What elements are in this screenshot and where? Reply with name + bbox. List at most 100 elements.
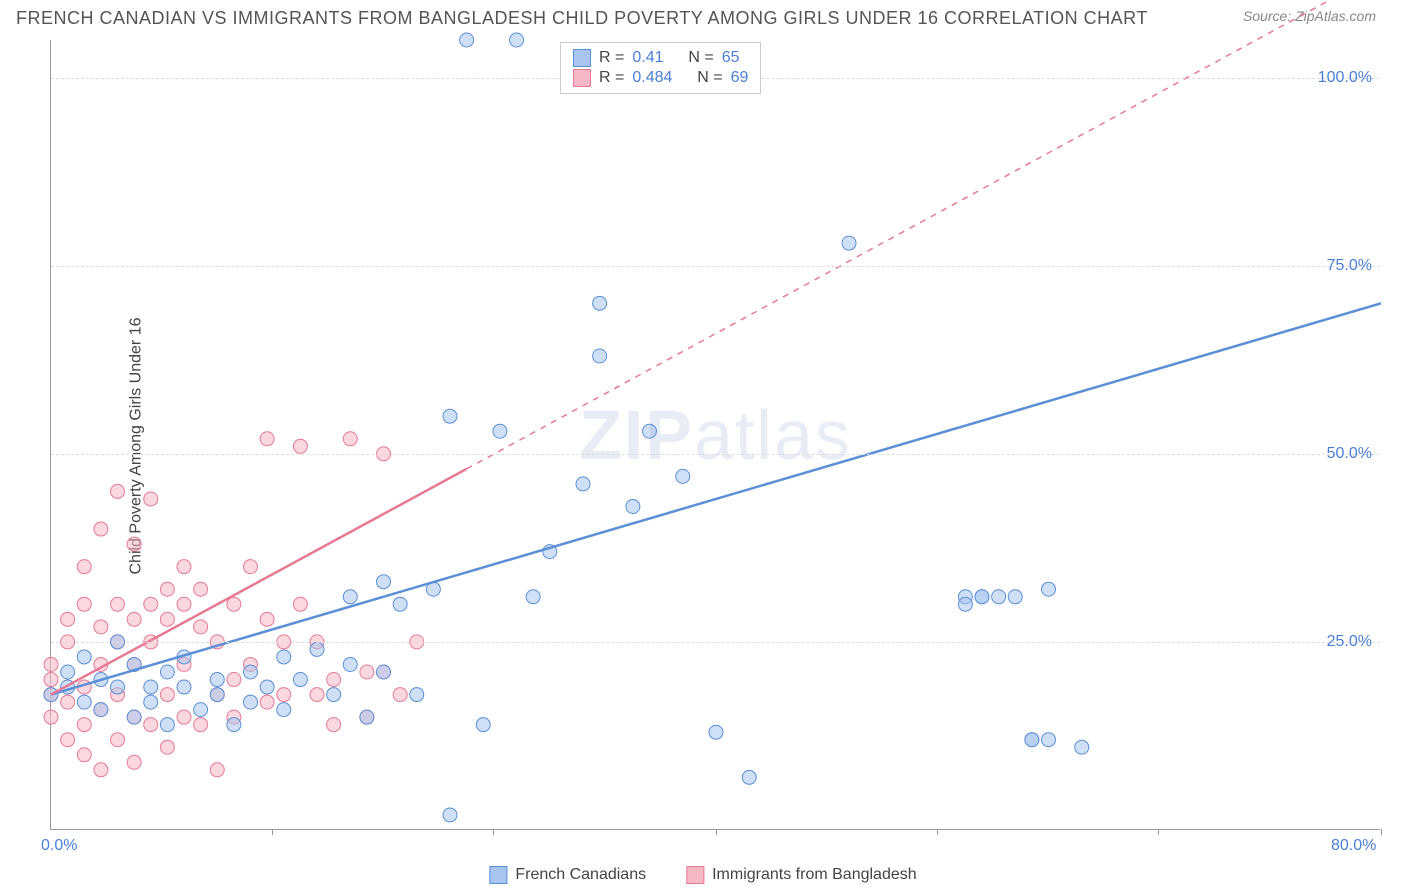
- legend-label-french: French Canadians: [515, 866, 646, 884]
- scatter-point-bangladesh: [94, 763, 108, 777]
- xtick-label: 0.0%: [41, 837, 77, 855]
- xtick: [1381, 829, 1382, 835]
- scatter-point-french: [360, 710, 374, 724]
- scatter-point-french: [227, 718, 241, 732]
- chart-title: FRENCH CANADIAN VS IMMIGRANTS FROM BANGL…: [16, 8, 1148, 29]
- scatter-point-bangladesh: [343, 432, 357, 446]
- scatter-point-french: [144, 695, 158, 709]
- scatter-point-french: [61, 665, 75, 679]
- scatter-point-french: [160, 665, 174, 679]
- swatch-french: [573, 49, 591, 67]
- scatter-point-bangladesh: [61, 733, 75, 747]
- scatter-point-french: [377, 665, 391, 679]
- scatter-point-bangladesh: [177, 560, 191, 574]
- scatter-point-french: [210, 673, 224, 687]
- scatter-point-french: [194, 703, 208, 717]
- scatter-svg: [51, 40, 1381, 830]
- n-value-french: 65: [722, 49, 740, 67]
- scatter-point-french: [260, 680, 274, 694]
- scatter-point-french: [992, 590, 1006, 604]
- scatter-point-french: [443, 409, 457, 423]
- scatter-point-bangladesh: [360, 665, 374, 679]
- scatter-point-french: [476, 718, 490, 732]
- scatter-point-bangladesh: [44, 710, 58, 724]
- scatter-point-french: [626, 499, 640, 513]
- scatter-point-bangladesh: [210, 763, 224, 777]
- scatter-point-french: [1042, 582, 1056, 596]
- scatter-point-french: [210, 688, 224, 702]
- scatter-point-bangladesh: [277, 688, 291, 702]
- scatter-point-french: [377, 575, 391, 589]
- scatter-point-french: [593, 349, 607, 363]
- source-label: Source: ZipAtlas.com: [1243, 8, 1376, 24]
- scatter-point-french: [160, 718, 174, 732]
- scatter-point-bangladesh: [160, 612, 174, 626]
- scatter-point-french: [393, 597, 407, 611]
- ytick-label: 75.0%: [1327, 257, 1372, 275]
- scatter-point-french: [1075, 740, 1089, 754]
- scatter-point-french: [410, 688, 424, 702]
- chart-container: FRENCH CANADIAN VS IMMIGRANTS FROM BANGL…: [0, 0, 1406, 892]
- scatter-point-french: [443, 808, 457, 822]
- scatter-point-bangladesh: [260, 432, 274, 446]
- scatter-point-bangladesh: [327, 718, 341, 732]
- r-value-bangladesh: 0.484: [632, 69, 672, 87]
- scatter-point-bangladesh: [94, 620, 108, 634]
- scatter-point-french: [709, 725, 723, 739]
- scatter-point-french: [244, 665, 258, 679]
- scatter-point-bangladesh: [293, 439, 307, 453]
- scatter-point-bangladesh: [144, 597, 158, 611]
- scatter-point-bangladesh: [327, 673, 341, 687]
- scatter-point-bangladesh: [144, 718, 158, 732]
- scatter-point-french: [1025, 733, 1039, 747]
- bottom-legend: French Canadians Immigrants from Banglad…: [489, 866, 916, 884]
- scatter-point-french: [177, 680, 191, 694]
- scatter-point-french: [1008, 590, 1022, 604]
- scatter-point-bangladesh: [61, 612, 75, 626]
- plot-area: ZIPatlas 25.0%50.0%75.0%100.0%0.0%80.0%: [50, 40, 1380, 830]
- scatter-point-bangladesh: [111, 484, 125, 498]
- scatter-point-french: [1042, 733, 1056, 747]
- scatter-point-bangladesh: [194, 718, 208, 732]
- scatter-point-bangladesh: [127, 612, 141, 626]
- xtick: [493, 829, 494, 835]
- scatter-point-bangladesh: [127, 755, 141, 769]
- legend-item-bangladesh: Immigrants from Bangladesh: [686, 866, 917, 884]
- scatter-point-bangladesh: [111, 597, 125, 611]
- scatter-point-french: [94, 703, 108, 717]
- r-value-french: 0.41: [632, 49, 663, 67]
- scatter-point-french: [742, 770, 756, 784]
- scatter-point-bangladesh: [44, 657, 58, 671]
- scatter-point-french: [244, 695, 258, 709]
- scatter-point-bangladesh: [77, 597, 91, 611]
- gridline: [51, 454, 1380, 455]
- scatter-point-bangladesh: [77, 560, 91, 574]
- scatter-point-french: [144, 680, 158, 694]
- legend-item-french: French Canadians: [489, 866, 646, 884]
- scatter-point-bangladesh: [144, 492, 158, 506]
- scatter-point-french: [975, 590, 989, 604]
- scatter-point-french: [460, 33, 474, 47]
- stats-row-french: R = 0.41 N = 65: [573, 49, 748, 67]
- scatter-point-bangladesh: [227, 597, 241, 611]
- scatter-point-bangladesh: [160, 688, 174, 702]
- xtick: [272, 829, 273, 835]
- scatter-point-french: [526, 590, 540, 604]
- scatter-point-french: [77, 650, 91, 664]
- scatter-point-bangladesh: [177, 597, 191, 611]
- scatter-point-bangladesh: [160, 582, 174, 596]
- scatter-point-bangladesh: [393, 688, 407, 702]
- scatter-point-bangladesh: [44, 673, 58, 687]
- scatter-point-bangladesh: [111, 733, 125, 747]
- scatter-point-bangladesh: [260, 695, 274, 709]
- scatter-point-bangladesh: [94, 522, 108, 536]
- scatter-point-french: [293, 673, 307, 687]
- xtick: [716, 829, 717, 835]
- scatter-point-french: [576, 477, 590, 491]
- scatter-point-bangladesh: [177, 710, 191, 724]
- scatter-point-bangladesh: [194, 582, 208, 596]
- scatter-point-french: [277, 650, 291, 664]
- regression-line-french: [51, 303, 1381, 694]
- regression-line-bangladesh: [51, 469, 467, 695]
- scatter-point-french: [111, 680, 125, 694]
